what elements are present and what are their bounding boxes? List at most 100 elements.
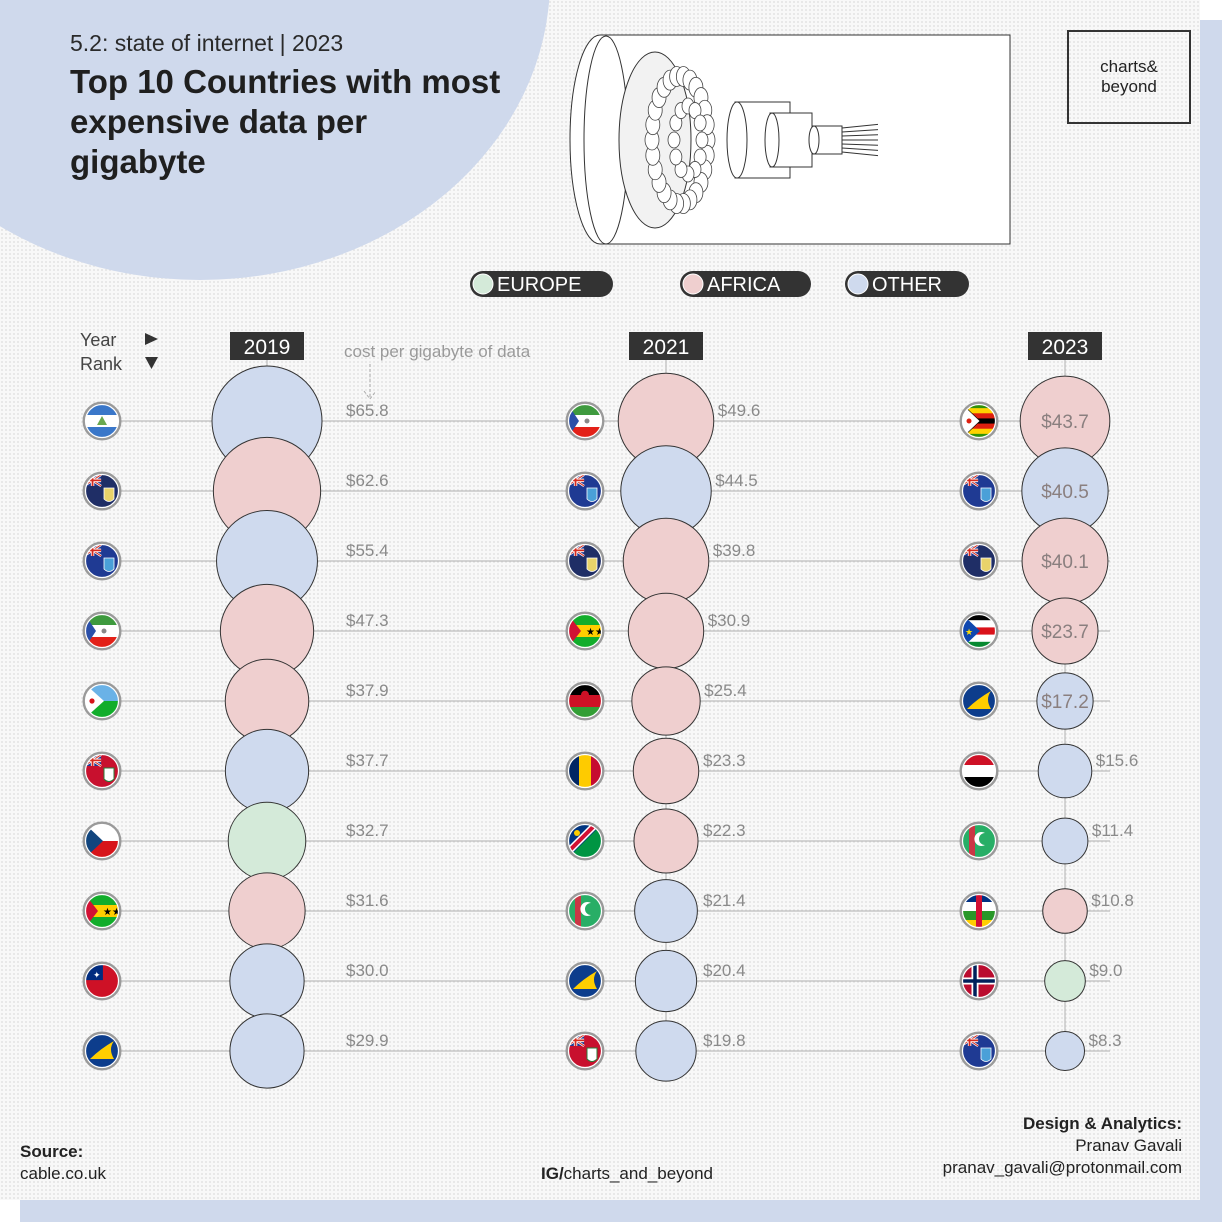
legend-swatch-africa [682,273,704,295]
year-header-2021: 2021 [643,336,690,359]
bubble-2019-rank-6 [224,728,310,814]
flag-border [82,1031,122,1071]
rank-arrow-icon [145,357,158,369]
flag-border [565,1031,605,1071]
flag-border [82,401,122,441]
year-column-2019: 2019 $65.8 $62.6 $55.4 $47.3 $37.9 $37.7 $32.7 ★… [82,332,389,1089]
flag-border [565,891,605,931]
value-label-2023-rank-8: $10.8 [1091,891,1134,910]
card-shadow-bottom [20,1200,1222,1222]
flag-border [565,821,605,861]
flag-border [959,751,999,791]
year-header-bg [230,332,304,360]
svg-text:★★: ★★ [586,627,604,638]
flag-border [959,961,999,1001]
value-label-2019-rank-2: $62.6 [346,471,389,490]
value-label-2019-rank-9: $30.0 [346,961,389,980]
flag-border [82,541,122,581]
flag-border [565,541,605,581]
source-heading: Source: [20,1142,84,1161]
legend-item-other: OTHER [845,271,969,297]
flag-border [82,751,122,791]
legend-item-africa: AFRICA [680,271,811,297]
value-label-2021-rank-2: $44.5 [715,471,758,490]
year-header-bg [1028,332,1102,360]
value-label-2021-rank-1: $49.6 [718,401,761,420]
flag-border [959,401,999,441]
flag-border [565,961,605,1001]
credit-email: pranav_gavali@protonmail.com [942,1158,1182,1177]
value-label-2019-rank-10: $29.9 [346,1031,389,1050]
bubble-2021-rank-6 [632,737,700,805]
legend-pill [680,271,811,297]
value-label-2023-rank-7: $11.4 [1092,821,1133,840]
flag-border [959,1031,999,1071]
svg-text:✦: ✦ [93,970,101,980]
year-header-bg [629,332,703,360]
value-label-2021-rank-5: $25.4 [704,681,747,700]
flag-border [959,891,999,931]
value-label-2023-rank-2: $40.5 [1041,482,1089,503]
chart-marks: 2019 $65.8 $62.6 $55.4 $47.3 $37.9 $37.7 $32.7 ★… [82,332,1139,1089]
flag-border [82,681,122,721]
flag-border [82,471,122,511]
flag-border [959,471,999,511]
value-label-2019-rank-4: $47.3 [346,611,389,630]
bubble-2023-rank-8 [1042,888,1088,934]
bubble-2023-rank-10 [1044,1030,1086,1072]
bubble-2023-rank-4 [1031,597,1099,665]
legend-pill [845,271,969,297]
value-label-2021-rank-3: $39.8 [713,541,756,560]
legend-label: OTHER [872,274,942,296]
card-shadow-right [1200,20,1222,1222]
bubble-2023-rank-9 [1044,960,1086,1002]
fiber-cable-illustration [569,34,1011,245]
chart-subtitle: 5.2: state of internet | 2023 [70,30,344,56]
value-label-2021-rank-6: $23.3 [703,751,746,770]
svg-text:★: ★ [965,627,973,637]
flag-border [959,821,999,861]
flag-border [82,961,122,1001]
value-label-2021-rank-7: $22.3 [703,821,746,840]
value-label-2019-rank-8: $31.6 [346,891,389,910]
value-label-2023-rank-3: $40.1 [1041,552,1089,573]
instagram-prefix: IG/ [541,1164,564,1183]
value-label-2019-rank-1: $65.8 [346,401,389,420]
bubble-2021-rank-10 [635,1020,697,1082]
bubble-2021-rank-4 [627,592,705,670]
value-label-2019-rank-6: $37.7 [346,751,389,770]
bubble-2021-rank-3 [622,517,710,605]
legend-swatch-europe [472,273,494,295]
value-label-2019-rank-7: $32.7 [346,821,389,840]
value-note: cost per gigabyte of data [344,342,531,361]
instagram-name: charts_and_beyond [563,1164,714,1183]
value-label-2021-rank-10: $19.8 [703,1031,746,1050]
legend-swatch-other [847,273,869,295]
bubble-2019-rank-9 [229,943,305,1019]
bubble-2019-rank-10 [229,1013,305,1089]
value-label-2019-rank-5: $37.9 [346,681,389,700]
chad-flag [567,753,603,789]
source-text: cable.co.uk [20,1164,106,1183]
bubble-2021-rank-5 [631,666,701,736]
instagram-handle: IG/charts_and_beyond [541,1164,713,1184]
value-label-2023-rank-6: $15.6 [1096,751,1139,770]
legend: EUROPE AFRICA OTHER [470,271,969,297]
legend-pill [470,271,613,297]
year-header-2023: 2023 [1042,336,1089,359]
value-label-2021-rank-4: $30.9 [708,611,751,630]
year-arrow-icon [145,333,158,345]
value-label-2023-rank-1: $43.7 [1041,412,1089,433]
flag-border [959,611,999,651]
flag-border [82,821,122,861]
year-axis-label: Year [80,330,116,350]
flag-border [565,611,605,651]
year-column-2021: 2021 $49.6 $44.5 $39.8 ★★ $30.9 $25.4 $23.3 $22.… [565,332,761,1082]
bubble-2023-rank-5 [1036,672,1094,730]
bubble-chart: EUROPE AFRICA OTHER Year Rank cost per gigab… [80,34,1139,1089]
rank-axis-label: Rank [80,354,123,374]
value-label-2023-rank-9: $9.0 [1089,961,1122,980]
credit-name: Pranav Gavali [1075,1136,1182,1155]
bubble-2019-rank-8 [228,872,306,950]
